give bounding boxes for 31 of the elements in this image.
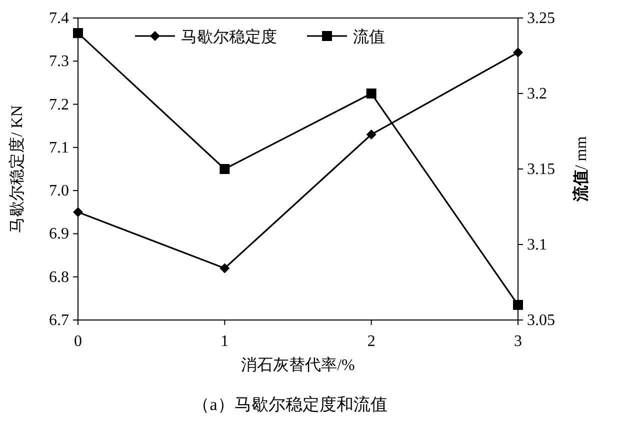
y-tick-label: 6.8 bbox=[49, 268, 69, 286]
point bbox=[513, 300, 523, 310]
text: （a）马歇尔稳定度和流值 bbox=[192, 395, 388, 414]
y2-axis-title: 流值/ mm bbox=[571, 136, 590, 203]
point bbox=[73, 28, 83, 38]
y-tick-label: 7.2 bbox=[49, 96, 69, 114]
legend-label: 流值 bbox=[353, 28, 385, 46]
point bbox=[366, 129, 376, 140]
y-tick-label: 7.3 bbox=[49, 53, 69, 70]
y-tick-label: 6.9 bbox=[49, 226, 69, 243]
y-tick-label: 6.7 bbox=[49, 312, 69, 329]
x-tick-label: 1 bbox=[220, 333, 229, 350]
y-axis-title: 马歇尔稳定度/ KN bbox=[8, 104, 26, 233]
point bbox=[366, 88, 376, 98]
y-tick-label: 7.0 bbox=[49, 182, 69, 200]
point bbox=[220, 164, 230, 174]
y-tick-label: 7.4 bbox=[49, 10, 69, 27]
y2-tick-label: 3.25 bbox=[527, 10, 555, 27]
y2-tick-label: 3.15 bbox=[527, 161, 555, 178]
x-axis-title: 消石灰替代率/% bbox=[241, 356, 355, 374]
y-tick-label: 7.1 bbox=[49, 139, 69, 156]
x-tick-label: 3 bbox=[514, 333, 522, 350]
point bbox=[513, 48, 523, 58]
point bbox=[73, 207, 83, 218]
x-tick-label: 0 bbox=[74, 333, 82, 350]
y2-tick-label: 3.05 bbox=[527, 312, 555, 329]
y2-tick-label: 3.2 bbox=[527, 86, 547, 102]
x-tick-label: 2 bbox=[367, 333, 376, 350]
point bbox=[220, 263, 230, 274]
legend-label: 马歇尔稳定度 bbox=[181, 28, 277, 46]
y2-tick-label: 3.1 bbox=[527, 236, 547, 254]
